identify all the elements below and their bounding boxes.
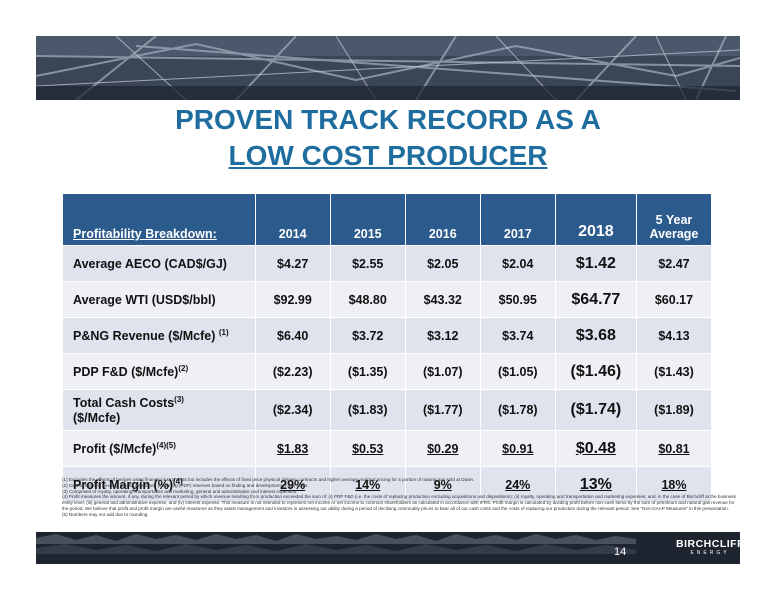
footnote: (5) Numbers may not add due to rounding. xyxy=(62,511,149,517)
row-label-text: P&NG Revenue ($/Mcfe) xyxy=(73,329,216,344)
header-2015: 2015 xyxy=(329,193,406,246)
header-2017: 2017 xyxy=(479,193,556,246)
table-cell: $3.12 xyxy=(404,317,481,354)
table-cell: ($1.35) xyxy=(329,353,406,390)
table-cell: $4.27 xyxy=(254,245,331,282)
row-label-text: Average WTI (USD$/bbl) xyxy=(73,292,216,307)
table-cell: ($1.05) xyxy=(479,353,556,390)
table-row: Profit ($/Mcfe)(4)(5) $1.83 $0.53 $0.29 … xyxy=(62,430,713,467)
row-label: Total Cash Costs(3) ($/Mcfe) xyxy=(62,389,256,431)
table-cell: ($1.78) xyxy=(479,389,556,431)
footnote-ref: (4) xyxy=(173,476,183,486)
table-row: Total Cash Costs(3) ($/Mcfe) ($2.34) ($1.… xyxy=(62,389,713,431)
page-number: 14 xyxy=(614,546,627,558)
footnote-ref: (4)(5) xyxy=(156,440,176,450)
table-cell: $6.40 xyxy=(254,317,331,354)
logo-line1: BIRCHCLIFF xyxy=(676,538,744,550)
table-cell: $0.53 xyxy=(329,430,406,467)
logo-line2: ENERGY xyxy=(690,550,730,556)
footnote: (2) Cost to find and develop proved deve… xyxy=(62,482,309,488)
table-cell: ($1.77) xyxy=(404,389,481,431)
slide-title-line2: LOW COST PRODUCER xyxy=(228,140,548,171)
table-cell-average: $4.13 xyxy=(635,317,713,354)
table-cell: $92.99 xyxy=(254,281,331,318)
row-label: Average AECO (CAD$/GJ) xyxy=(62,245,256,282)
table-cell: 9% xyxy=(404,466,481,503)
table-row: P&NG Revenue ($/Mcfe) (1) $6.40 $3.72 $3… xyxy=(62,317,713,354)
table-cell: 14% xyxy=(329,466,406,503)
footnote: (4) Profit measures the amount, if any, … xyxy=(62,494,737,511)
table-cell: 24% xyxy=(479,466,556,503)
table-cell-average: ($1.43) xyxy=(635,353,713,390)
slide-title-line1: PROVEN TRACK RECORD AS A xyxy=(175,104,601,135)
row-label: Profit Margin (%)(4) xyxy=(62,466,256,503)
row-label-text: PDP F&D ($/Mcfe) xyxy=(73,365,179,380)
row-label-text: Profit Margin (%) xyxy=(73,478,173,493)
table-cell-2018: $64.77 xyxy=(554,281,637,318)
table-cell-2018: ($1.46) xyxy=(554,353,637,390)
table-cell-2018: $3.68 xyxy=(554,317,637,354)
footnote: (3) Comprised of royalty, operating, tra… xyxy=(62,488,298,494)
table-cell: $2.55 xyxy=(329,245,406,282)
footnote: (1) Excludes the effects of hedges using… xyxy=(62,477,475,482)
profitability-table: Profitability Breakdown: 2014 2015 2016 … xyxy=(62,193,713,503)
footnote-ref: (1) xyxy=(218,327,229,337)
footer-banner-image xyxy=(36,532,740,564)
table-cell: $0.29 xyxy=(404,430,481,467)
table-row: Average AECO (CAD$/GJ) $4.27 $2.55 $2.05… xyxy=(62,245,713,282)
header-2014: 2014 xyxy=(254,193,331,246)
header-5-year-average: 5 Year Average xyxy=(635,193,713,246)
row-label: Average WTI (USD$/bbl) xyxy=(62,281,256,318)
header-banner-image xyxy=(36,36,740,100)
table-cell-2018: 13% xyxy=(554,466,637,503)
table-row: Average WTI (USD$/bbl) $92.99 $48.80 $43… xyxy=(62,281,713,318)
table-header-row: Profitability Breakdown: 2014 2015 2016 … xyxy=(62,193,713,246)
table-cell-2018: ($1.74) xyxy=(554,389,637,431)
table-cell: $2.04 xyxy=(479,245,556,282)
table-cell: $2.05 xyxy=(404,245,481,282)
row-label-text: Profit ($/Mcfe) xyxy=(73,442,157,457)
footnotes: (1) Excludes the effects of hedges using… xyxy=(62,477,742,518)
table-cell-average: $60.17 xyxy=(635,281,713,318)
table-row: PDP F&D ($/Mcfe)(2) ($2.23) ($1.35) ($1.… xyxy=(62,353,713,390)
footnote-ref: (2) xyxy=(178,363,189,373)
row-label-text: Total Cash Costs xyxy=(73,396,175,411)
table-cell-average: $2.47 xyxy=(635,245,713,282)
table-cell: $50.95 xyxy=(479,281,556,318)
table-cell: ($1.07) xyxy=(404,353,481,390)
table-cell-2018: $0.48 xyxy=(554,430,637,467)
header-2018: 2018 xyxy=(554,193,637,246)
table-cell: $48.80 xyxy=(329,281,406,318)
row-label: P&NG Revenue ($/Mcfe) (1) xyxy=(62,317,256,354)
rock-texture-image xyxy=(36,532,740,564)
table-cell: ($2.23) xyxy=(254,353,331,390)
table-cell-average: $0.81 xyxy=(635,430,713,467)
table-cell: $0.91 xyxy=(479,430,556,467)
table-cell: $3.72 xyxy=(329,317,406,354)
row-label: PDP F&D ($/Mcfe)(2) xyxy=(62,353,256,390)
table-cell: $1.83 xyxy=(254,430,331,467)
row-label: Profit ($/Mcfe)(4)(5) xyxy=(62,430,256,467)
row-label-text: Average AECO (CAD$/GJ) xyxy=(73,256,227,271)
company-logo: BIRCHCLIFF ENERGY xyxy=(676,538,744,556)
table-row: Profit Margin (%)(4) 29% 14% 9% 24% 13% … xyxy=(62,466,713,503)
table-cell: ($2.34) xyxy=(254,389,331,431)
table-cell-average: 18% xyxy=(635,466,713,503)
table-cell: $43.32 xyxy=(404,281,481,318)
table-cell: 29% xyxy=(254,466,331,503)
industrial-structure-image xyxy=(36,36,740,100)
table-cell-2018: $1.42 xyxy=(554,245,637,282)
table-cell: ($1.83) xyxy=(329,389,406,431)
row-label-text-line2: ($/Mcfe) xyxy=(73,410,121,425)
header-profitability-breakdown: Profitability Breakdown: xyxy=(62,193,256,246)
table-cell-average: ($1.89) xyxy=(635,389,713,431)
footnote-ref: (3) xyxy=(174,395,184,405)
header-2016: 2016 xyxy=(404,193,481,246)
table-cell: $3.74 xyxy=(479,317,556,354)
